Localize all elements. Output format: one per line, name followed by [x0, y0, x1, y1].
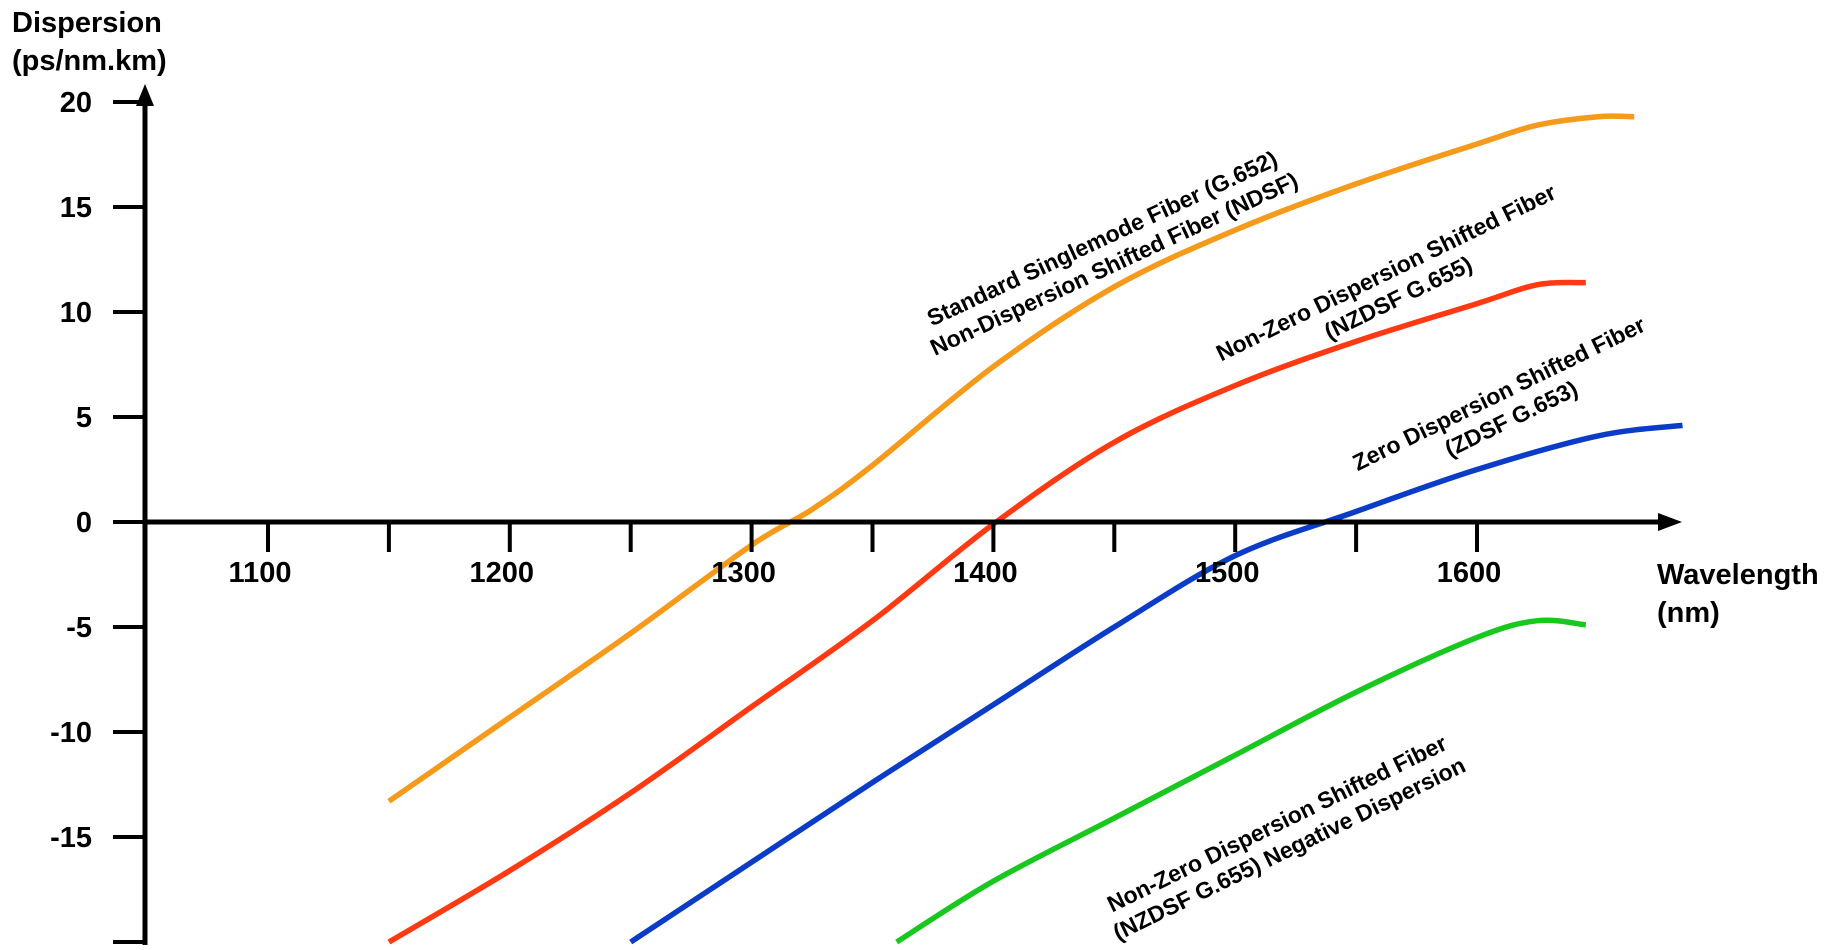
x-axis-title: (nm) [1657, 597, 1720, 629]
axes-group [113, 84, 1682, 945]
nzdsf-negative-curve-line [895, 617, 1587, 945]
curve-label-line: Zero Dispersion Shifted Fiber [1348, 311, 1649, 476]
y-tick-label: 0 [76, 507, 92, 539]
nzdsf-negative-curve-annotation: Non-Zero Dispersion Shifted Fiber(NZDSF … [1103, 730, 1470, 946]
x-tick-label: 1400 [953, 557, 1018, 589]
y-tick-label: 10 [60, 297, 92, 329]
y-tick-label: 20 [60, 87, 92, 119]
y-tick-label: -10 [50, 717, 92, 749]
curve-label-line: (NZDSF G.655) Negative Dispersion [1109, 752, 1470, 945]
curve-label-line: Non-Zero Dispersion Shifted Fiber [1103, 730, 1451, 918]
x-axis-title: Wavelength [1657, 559, 1819, 591]
zdsf-curve-annotation: Zero Dispersion Shifted Fiber(ZDSF G.653… [1348, 311, 1649, 476]
labels-group: 20 15 10 5 0 -5 -10 -15 1100 1200 1300 1400 1500 1600… [12, 7, 1819, 945]
nzdsf-curve-line [387, 279, 1586, 945]
nzdsf-curve-annotation: Non-Zero Dispersion Shifted Fiber(NZDSF … [1212, 179, 1560, 367]
x-tick-label: 1100 [229, 557, 292, 589]
y-tick-label: 15 [60, 192, 92, 224]
y-tick-label: -15 [50, 822, 92, 854]
zdsf-curve-line [629, 422, 1683, 945]
curves-group [387, 113, 1683, 945]
x-axis-arrow [1658, 513, 1682, 531]
x-tick-label: 1600 [1437, 557, 1502, 589]
y-tick-label: -5 [66, 612, 92, 644]
y-axis-title: Dispersion [12, 7, 162, 39]
x-tick-label: 1200 [470, 557, 535, 589]
y-tick-label: 5 [76, 402, 92, 434]
curve-label-line: Standard Singlemode Fiber (G.652) [923, 146, 1281, 332]
y-axis-title: (ps/nm.km) [12, 45, 167, 77]
x-tick-label: 1500 [1195, 557, 1260, 589]
x-tick-label: 1300 [711, 557, 776, 589]
g652-curve-line [387, 113, 1635, 804]
